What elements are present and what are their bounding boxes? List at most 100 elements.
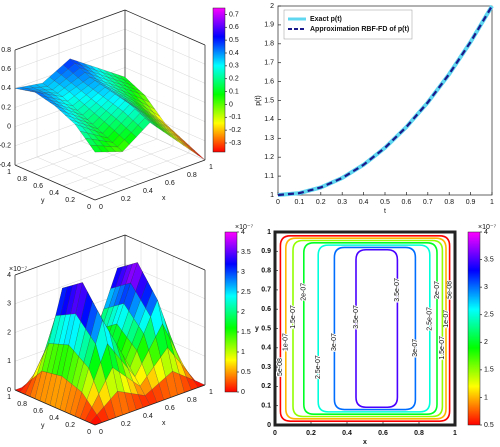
x-tick-label: 1 xyxy=(490,199,494,206)
colorbar-tick-label: 0 xyxy=(229,101,233,108)
z-tick-label: 0.2 xyxy=(1,104,11,111)
contour-label: 2e-07 xyxy=(301,283,308,301)
x-tick-label: 0.6 xyxy=(378,430,388,437)
x-tick-label: 0.2 xyxy=(306,430,316,437)
contour-label: 1.5e-07 xyxy=(290,305,297,329)
contour-line xyxy=(333,246,417,411)
y-tick-label: 0 xyxy=(267,422,271,429)
y-tick-label: 0 xyxy=(87,204,91,211)
x-tick-label: 0.8 xyxy=(414,430,424,437)
contour-line xyxy=(285,237,447,420)
grid-line xyxy=(14,9,206,51)
x-tick-label: 0.2 xyxy=(121,421,131,428)
contour-label: 3.5e-07 xyxy=(353,305,360,329)
colorbar-tick-label: 2 xyxy=(484,339,488,346)
x-tick-label: 0 xyxy=(99,429,103,436)
colorbar xyxy=(467,231,481,426)
contour-line xyxy=(303,242,438,415)
colorbar xyxy=(212,7,226,153)
x-tick-label: 1 xyxy=(209,389,213,396)
y-axis-label: p(t) xyxy=(255,95,262,106)
x-tick-label: 1 xyxy=(209,164,213,171)
x-tick-label: 0.4 xyxy=(143,188,153,195)
contour-label: 2.5e-07 xyxy=(315,355,322,379)
colorbar-tick-label: 3.5 xyxy=(241,249,251,256)
colorbar-exponent: ×10⁻⁷ xyxy=(235,224,254,231)
y-tick-label: 1 xyxy=(267,229,271,236)
z-tick-label: 0.8 xyxy=(1,47,11,54)
x-tick-label: 0.6 xyxy=(165,405,175,412)
y-tick-label: 0.4 xyxy=(49,190,59,197)
surface-patch xyxy=(181,141,194,151)
y-tick-label: 1.8 xyxy=(264,41,274,48)
colorbar-tick-label: 0 xyxy=(241,389,245,396)
data-line xyxy=(277,5,493,197)
surface-patch xyxy=(193,150,206,161)
y-tick-label: 1 xyxy=(7,169,11,176)
colorbar-tick-label: -0.1 xyxy=(229,114,241,121)
contour-line xyxy=(317,244,431,413)
y-tick-label: 0.6 xyxy=(261,306,271,313)
x-tick-label: 0.3 xyxy=(337,199,347,206)
surface-patch xyxy=(188,146,201,156)
x-tick-label: 0 xyxy=(273,430,277,437)
y-tick-label: 1 xyxy=(7,394,11,401)
contour-label: 2e-07 xyxy=(434,281,441,299)
y-tick-label: 1.9 xyxy=(264,22,274,29)
surface-patch xyxy=(89,144,103,153)
colorbar-exponent: ×10⁻⁷ xyxy=(478,224,497,231)
colorbar-tick-label: 4 xyxy=(484,229,488,236)
colorbar-tick-label: 0.6 xyxy=(229,24,239,31)
x-tick-label: 0.4 xyxy=(342,430,352,437)
axis-line xyxy=(124,234,206,271)
legend-box xyxy=(283,9,413,40)
grid-line xyxy=(62,31,174,187)
colorbar-tick-label: 0.2 xyxy=(229,76,239,83)
y-axis-label: y xyxy=(255,325,259,332)
y-tick-label: 0.8 xyxy=(261,267,271,274)
grid-line xyxy=(78,38,190,194)
y-tick-label: 0.4 xyxy=(261,345,271,352)
colorbar-tick-label: 0.4 xyxy=(229,50,239,57)
colorbar-tick-label: 4 xyxy=(241,229,245,236)
colorbar-tick-label: 2 xyxy=(241,309,245,316)
x-tick-label: 0.1 xyxy=(295,199,305,206)
y-tick-label: 0.5 xyxy=(261,325,271,332)
axis-line xyxy=(94,384,206,426)
axis-line xyxy=(124,9,206,46)
grid-line xyxy=(14,28,206,70)
colorbar-tick-label: -0.3 xyxy=(229,140,241,147)
y-tick-label: 0.9 xyxy=(261,248,271,255)
colorbar-tick-label: 2.5 xyxy=(484,312,494,319)
axis-line xyxy=(14,389,96,426)
y-tick-label: 1.7 xyxy=(264,60,274,67)
y-tick-label: 0.4 xyxy=(49,415,59,422)
grid-line xyxy=(46,24,158,180)
plot-area xyxy=(273,230,457,427)
axis-line xyxy=(94,159,206,201)
y-tick-label: 0.6 xyxy=(33,183,43,190)
x-tick-label: 0 xyxy=(99,204,103,211)
z-tick-label: 0.4 xyxy=(1,85,11,92)
z-tick-label: 2 xyxy=(7,329,11,336)
x-tick-label: 0.8 xyxy=(444,199,454,206)
z-tick-label: 0 xyxy=(7,124,11,131)
x-axis-label: t xyxy=(384,208,386,215)
x-tick-label: 0.4 xyxy=(143,413,153,420)
y-tick-label: 1.5 xyxy=(264,97,274,104)
z-tick-label: 3 xyxy=(7,301,11,308)
z-tick-label: 1 xyxy=(7,358,11,365)
x-tick-label: 0.2 xyxy=(316,199,326,206)
colorbar-tick-label: 0.1 xyxy=(229,88,239,95)
x-tick-label: 0.9 xyxy=(466,199,476,206)
y-tick-label: 1.6 xyxy=(264,78,274,85)
colorbar-tick-label: 1.5 xyxy=(484,367,494,374)
y-tick-label: 0.7 xyxy=(261,287,271,294)
y-tick-label: 0.3 xyxy=(261,364,271,371)
y-tick-label: 0.2 xyxy=(261,383,271,390)
y-tick-label: 0.1 xyxy=(261,403,271,410)
contour-label: 1e-07 xyxy=(283,333,290,351)
y-tick-label: 0.8 xyxy=(17,176,27,183)
y-axis-label: y xyxy=(41,422,45,429)
